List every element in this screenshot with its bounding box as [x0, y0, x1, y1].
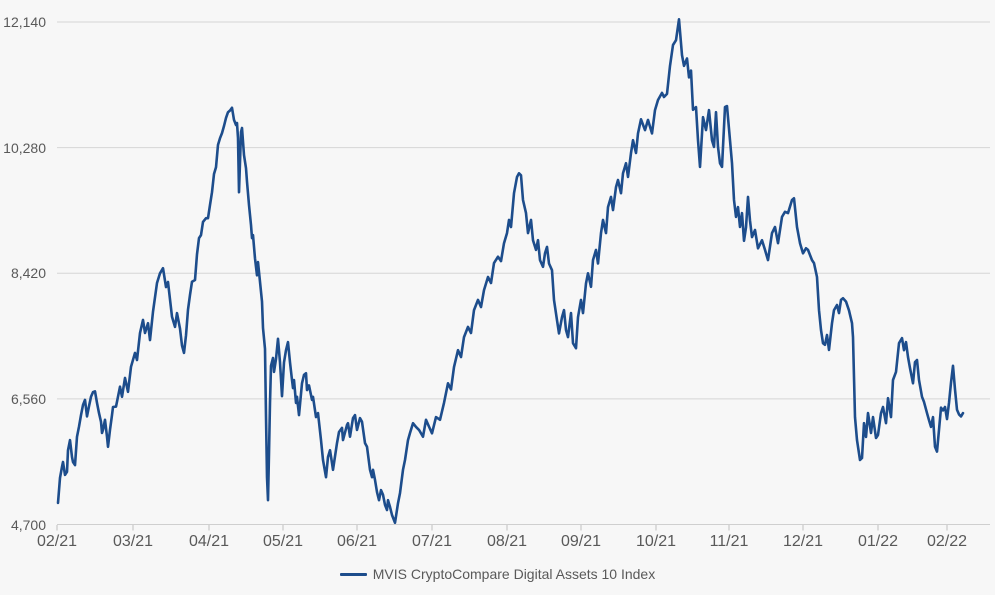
- legend-series-label: MVIS CryptoCompare Digital Assets 10 Ind…: [372, 566, 656, 582]
- x-axis-tick-label: 08/21: [486, 533, 528, 550]
- y-axis-tick-label: 12,140: [3, 14, 46, 30]
- y-axis-tick-label: 8,420: [10, 265, 46, 282]
- x-axis-tick-label: 05/21: [262, 533, 304, 550]
- legend-line-swatch: [339, 572, 367, 576]
- x-axis-tick-label: 12/21: [782, 533, 824, 550]
- x-axis-tick-label: 06/21: [336, 533, 378, 550]
- x-axis-tick-label: 01/22: [857, 533, 899, 550]
- x-axis-tick-label: 09/21: [560, 533, 602, 550]
- x-axis-tick-label: 02/22: [926, 533, 968, 550]
- x-axis-tick-label: 07/21: [411, 533, 453, 550]
- x-axis-tick-label: 03/21: [112, 533, 154, 550]
- x-axis-tick-label: 04/21: [188, 533, 230, 550]
- index-series-line: [56, 17, 965, 525]
- x-axis-tick-label: 02/21: [36, 533, 78, 550]
- x-axis-tick-label: 10/21: [635, 533, 677, 550]
- y-axis-tick-label: 6,560: [10, 390, 46, 407]
- y-axis-tick-label: 4,700: [10, 516, 46, 533]
- legend: MVIS CryptoCompare Digital Assets 10 Ind…: [0, 566, 995, 582]
- x-axis-tick-label: 11/21: [709, 533, 749, 550]
- y-axis-tick-label: 10,280: [3, 139, 46, 156]
